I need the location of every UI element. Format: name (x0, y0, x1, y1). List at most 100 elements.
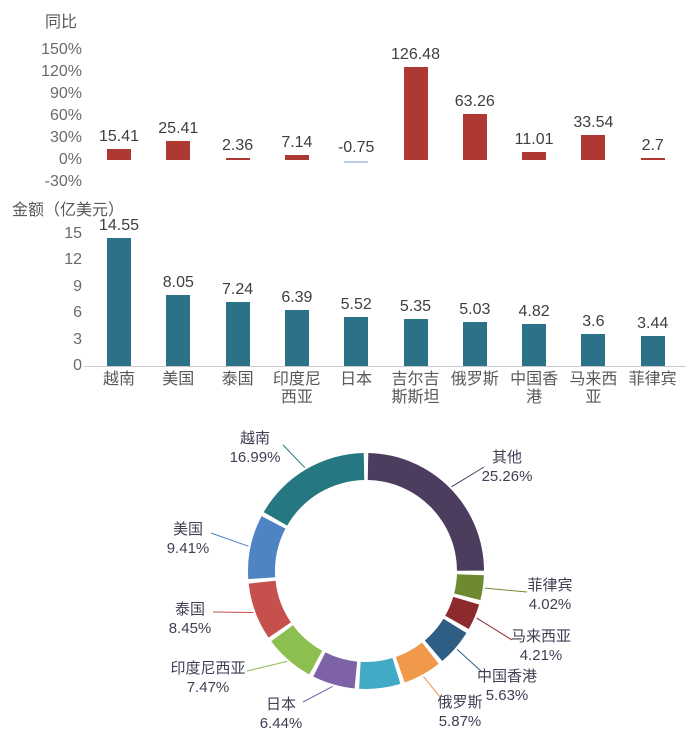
bar (166, 141, 191, 160)
donut-slice-name: 日本 (265, 696, 296, 713)
donut-slice-label: 越南 16.99% (190, 429, 320, 467)
bar-value-label: 5.52 (340, 296, 372, 314)
category-label: 中国香 港 (510, 371, 559, 406)
bar-value-label: -0.75 (337, 139, 375, 156)
category-label: 美国 (162, 371, 195, 388)
leader-line (246, 660, 288, 672)
donut-slice (367, 453, 484, 571)
bar (344, 161, 369, 163)
bar-value-label: 6.39 (281, 288, 313, 306)
bar-value-label: 3.44 (637, 314, 669, 332)
donut-slice-name: 美国 (172, 521, 203, 538)
yoy-chart-title: 同比 (45, 14, 78, 31)
bar-value-label: 15.41 (98, 127, 140, 145)
y-axis-tick-label: 30% (49, 129, 82, 146)
category-label: 泰国 (221, 371, 254, 388)
bar (462, 113, 487, 160)
leader-line (210, 532, 249, 547)
bar (640, 158, 665, 160)
donut-slice (424, 618, 467, 662)
amount-bar-chart: 金额（亿美元） 15 12 9 6 3 0 14.55 8.05 7.24 6.39 5.52 5.… (0, 192, 698, 420)
bar (640, 335, 665, 366)
donut-slice (313, 652, 358, 689)
donut-slice-label: 马来西亚 4.21% (476, 627, 606, 665)
bar (522, 323, 547, 366)
bar-value-label: 33.54 (573, 114, 614, 132)
bar (107, 237, 131, 366)
donut-slice (445, 596, 480, 630)
bar (462, 321, 487, 366)
amount-x-axis-line (84, 366, 686, 367)
donut-slice (271, 625, 323, 675)
donut-slice-percent: 5.87% (438, 713, 482, 730)
leader-line (282, 444, 306, 469)
y-axis-tick-label: 12 (64, 251, 82, 269)
donut-slice-name: 其他 (491, 449, 522, 466)
leader-line (484, 587, 528, 593)
bar-value-label: 4.82 (518, 302, 550, 320)
bar-value-label: 5.03 (459, 300, 491, 318)
y-axis-tick-label: 9 (73, 277, 82, 295)
donut-slice-label: 泰国 8.45% (125, 600, 255, 638)
bar (344, 317, 369, 366)
bar (107, 148, 131, 160)
donut-slice-label: 印度尼西亚 7.47% (143, 659, 273, 697)
donut-slice-percent: 4.02% (528, 596, 572, 613)
bar (403, 67, 428, 160)
leader-line (212, 611, 254, 613)
donut-slice-label: 中国香港 5.63% (442, 667, 572, 705)
donut-slice-percent: 4.21% (519, 647, 563, 664)
bar (225, 158, 250, 160)
leader-line (423, 676, 441, 698)
y-axis-tick-label: 3 (73, 330, 82, 348)
bar-value-label: 7.24 (222, 281, 254, 299)
bar-value-label: 14.55 (98, 216, 140, 234)
donut-slice (263, 453, 365, 526)
bar-value-label: 8.05 (162, 274, 194, 292)
amount-chart-title: 金额（亿美元） (12, 202, 125, 219)
bar (581, 135, 606, 160)
donut-slice-name: 泰国 (174, 601, 205, 618)
y-axis-tick-label: 0 (73, 357, 82, 374)
y-axis-tick-label: -30% (44, 173, 82, 190)
donut-slice-label: 其他 25.26% (442, 448, 572, 486)
category-label: 日本 (340, 371, 373, 388)
y-axis-tick-label: 15 (64, 225, 82, 242)
donut-slice-percent: 16.99% (229, 449, 281, 466)
donut-slice-name: 马来西亚 (510, 628, 571, 645)
bar (403, 318, 428, 366)
donut-slice-name: 菲律宾 (527, 577, 573, 594)
y-axis-tick-label: 6 (73, 304, 82, 322)
donut-slice (395, 642, 439, 683)
y-axis-tick-label: 90% (49, 85, 82, 102)
share-donut-chart: 其他 25.26% 菲律宾 4.02% 马来西亚 4.21% 中国香港 5.63% 俄罗斯 5.8… (0, 420, 698, 742)
donut-slice-label: 菲律宾 4.02% (485, 576, 615, 614)
donut-slice-label: 日本 6.44% (216, 695, 346, 733)
bar-value-label: 5.35 (399, 297, 432, 315)
category-label: 菲律宾 (628, 371, 677, 388)
y-axis-tick-label: 150% (41, 41, 82, 58)
category-label: 印度尼 西亚 (272, 371, 321, 406)
donut-slice-percent: 6.44% (259, 715, 303, 732)
category-label: 吉尔吉 斯斯坦 (391, 371, 440, 406)
donut-slice (454, 574, 484, 601)
bar-value-label: 126.48 (391, 46, 440, 64)
donut-slice-label: 俄罗斯 5.87% (395, 693, 525, 731)
y-axis-tick-label: 120% (41, 63, 82, 80)
leader-line (456, 648, 483, 673)
donut-slice (248, 516, 286, 580)
donut-slice-name: 俄罗斯 (437, 694, 483, 711)
donut-slice (359, 658, 401, 690)
bar-value-label: 7.14 (281, 133, 313, 151)
bar (225, 302, 250, 366)
category-label: 俄罗斯 (450, 371, 499, 388)
bar-value-label: 2.7 (641, 137, 664, 155)
donut-slice-percent: 9.41% (166, 540, 210, 557)
leader-line (451, 466, 485, 488)
donut-slice (248, 580, 291, 638)
y-axis-tick-label: 0% (58, 151, 82, 168)
category-label: 马来西 亚 (569, 371, 618, 406)
bar (522, 151, 547, 160)
donut-rings (210, 444, 528, 703)
donut-slice-percent: 7.47% (186, 679, 230, 696)
